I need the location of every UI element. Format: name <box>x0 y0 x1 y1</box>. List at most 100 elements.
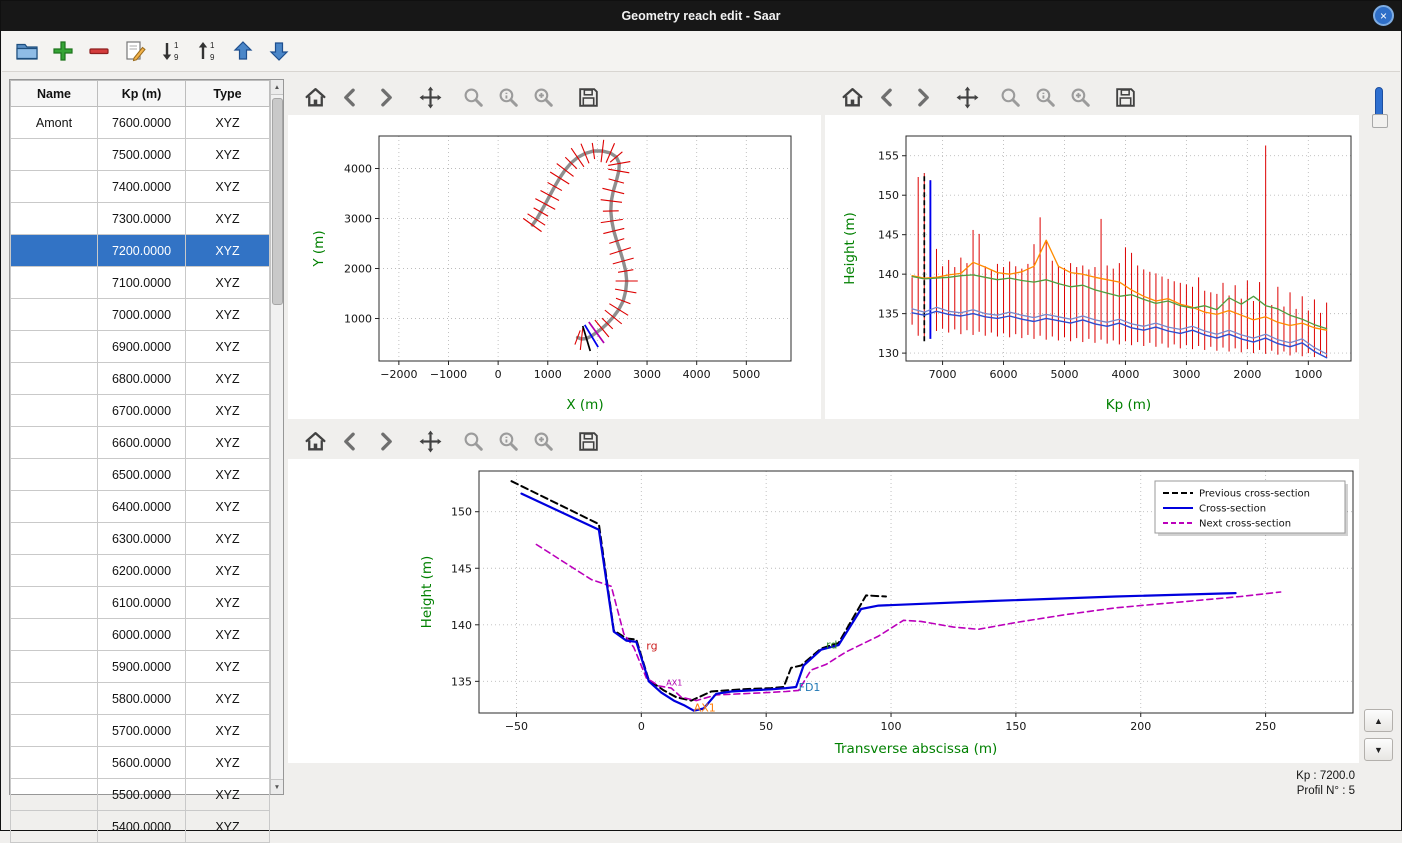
scrollbar-thumb[interactable] <box>272 98 283 305</box>
forward-button[interactable] <box>909 84 936 111</box>
save-button[interactable] <box>1112 84 1139 111</box>
table-cell: 6600.0000 <box>98 427 186 459</box>
back-button[interactable] <box>337 84 364 111</box>
save-button[interactable] <box>575 84 602 111</box>
zoom-button[interactable] <box>460 428 487 455</box>
zoom-region-button[interactable] <box>530 428 557 455</box>
svg-text:Kp (m): Kp (m) <box>1106 397 1151 413</box>
zoom-button[interactable] <box>997 84 1024 111</box>
svg-text:−2000: −2000 <box>380 368 417 381</box>
scroll-down-arrow[interactable]: ▼ <box>271 779 283 794</box>
open-button[interactable] <box>14 38 40 64</box>
forward-button[interactable] <box>372 428 399 455</box>
zoom-region-button[interactable] <box>1067 84 1094 111</box>
svg-text:3000: 3000 <box>1172 368 1200 381</box>
title-bar[interactable]: Geometry reach edit - Saar × <box>1 1 1401 31</box>
column-header-name[interactable]: Name <box>11 81 98 107</box>
table-cell: XYZ <box>186 203 270 235</box>
table-cell: XYZ <box>186 715 270 747</box>
add-icon <box>51 39 75 63</box>
svg-text:2000: 2000 <box>344 263 372 276</box>
svg-text:140: 140 <box>451 619 472 632</box>
home-button[interactable] <box>839 84 866 111</box>
zoom-info-button[interactable] <box>495 84 522 111</box>
next-profile-button[interactable]: ▼ <box>1364 738 1393 761</box>
home-icon <box>840 85 865 110</box>
table-cell: 6100.0000 <box>98 587 186 619</box>
svg-text:Next cross-section: Next cross-section <box>1199 519 1291 530</box>
table-cell: XYZ <box>186 267 270 299</box>
move-up-icon <box>231 39 255 63</box>
scroll-up-arrow[interactable]: ▲ <box>271 80 283 95</box>
previous-profile-button[interactable]: ▲ <box>1364 709 1393 732</box>
pan-button[interactable] <box>954 84 981 111</box>
home-button[interactable] <box>302 428 329 455</box>
pan-button[interactable] <box>417 84 444 111</box>
svg-text:100: 100 <box>881 720 902 733</box>
zoom-region-icon <box>1068 85 1093 110</box>
vertical-slider[interactable] <box>1375 87 1383 123</box>
forward-button[interactable] <box>372 84 399 111</box>
zoom-info-button[interactable] <box>1032 84 1059 111</box>
table-cell <box>11 427 98 459</box>
back-button[interactable] <box>337 428 364 455</box>
zoom-info-icon <box>496 429 521 454</box>
slider-handle[interactable] <box>1372 114 1388 128</box>
table-cell <box>11 587 98 619</box>
zoom-info-button[interactable] <box>495 428 522 455</box>
column-header-type[interactable]: Type <box>186 81 270 107</box>
table-scrollbar[interactable]: ▲ ▼ <box>270 80 283 794</box>
svg-text:1000: 1000 <box>344 313 372 326</box>
table-cell: XYZ <box>186 395 270 427</box>
pan-icon <box>418 429 443 454</box>
column-header-kp[interactable]: Kp (m) <box>98 81 186 107</box>
close-button[interactable]: × <box>1373 5 1394 26</box>
move-down-button[interactable] <box>266 38 292 64</box>
save-button[interactable] <box>575 428 602 455</box>
zoom-button[interactable] <box>460 84 487 111</box>
add-button[interactable] <box>50 38 76 64</box>
table-cell <box>11 555 98 587</box>
edit-button[interactable] <box>122 38 148 64</box>
zoom-region-button[interactable] <box>530 84 557 111</box>
table-cell: XYZ <box>186 107 270 139</box>
table-cell: 6400.0000 <box>98 491 186 523</box>
home-button[interactable] <box>302 84 329 111</box>
table-cell <box>11 235 98 267</box>
table-cell: 5400.0000 <box>98 811 186 843</box>
back-button[interactable] <box>874 84 901 111</box>
remove-button[interactable] <box>86 38 112 64</box>
move-up-button[interactable] <box>230 38 256 64</box>
table-cell: 6800.0000 <box>98 363 186 395</box>
pan-button[interactable] <box>417 428 444 455</box>
